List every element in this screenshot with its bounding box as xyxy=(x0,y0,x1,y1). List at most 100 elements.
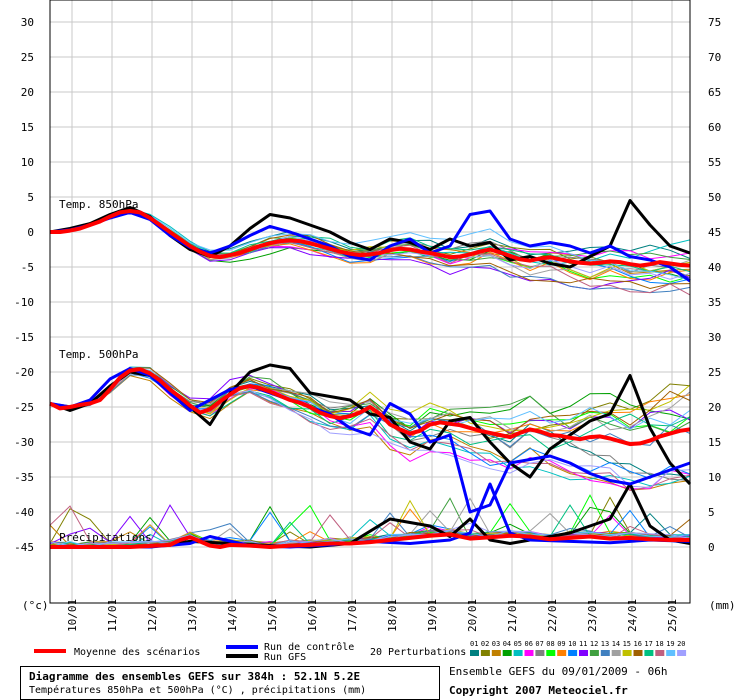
x-tick-label: 20/01 xyxy=(466,599,479,632)
x-tick-label: 15/01 xyxy=(266,599,279,632)
main-series-lines xyxy=(49,199,692,549)
perturbation-id: 02 xyxy=(481,640,489,648)
perturbation-id: 19 xyxy=(666,640,674,648)
right-tick-label: 70 xyxy=(708,51,721,64)
perturbation-line xyxy=(49,209,691,281)
perturbation-id: 09 xyxy=(557,640,565,648)
right-tick-label: 15 xyxy=(708,436,721,449)
perturbation-swatch xyxy=(535,650,545,656)
perturbation-id: 10 xyxy=(568,640,576,648)
x-tick-label: 24/01 xyxy=(626,599,639,632)
x-tick-label: 14/01 xyxy=(226,599,239,632)
x-tick-label: 21/01 xyxy=(506,599,519,632)
legend-gfs-label: Run GFS xyxy=(264,652,306,663)
perturbation-id: 01 xyxy=(470,640,478,648)
right-tick-label: 10 xyxy=(708,471,721,484)
left-tick-label: 5 xyxy=(27,191,34,204)
perturbation-swatch xyxy=(600,650,610,656)
left-tick-label: 25 xyxy=(21,51,34,64)
run-info: Ensemble GEFS du 09/01/2009 - 06h xyxy=(449,665,668,678)
right-tick-label: 0 xyxy=(708,541,715,554)
left-tick-label: 15 xyxy=(21,121,34,134)
copyright: Copyright 2007 Meteociel.fr xyxy=(449,684,628,697)
perturbation-id: 13 xyxy=(601,640,609,648)
perturbation-id: 05 xyxy=(514,640,522,648)
perturbation-swatch xyxy=(622,650,632,656)
perturbation-swatch xyxy=(470,650,479,656)
legend-perturbations-label: 20 Perturbations xyxy=(370,647,466,658)
x-tick-label: 18/01 xyxy=(386,599,399,632)
perturbation-swatch xyxy=(557,650,567,656)
series-line xyxy=(49,367,691,447)
perturbation-swatch xyxy=(546,650,556,656)
perturbation-id: 12 xyxy=(590,640,598,648)
left-tick-label: -30 xyxy=(14,436,34,449)
left-axis-unit: (°c) xyxy=(22,599,49,612)
label-t850: Temp. 850hPa xyxy=(59,198,138,211)
perturbation-swatch xyxy=(491,650,501,656)
perturbation-id: 18 xyxy=(655,640,663,648)
right-tick-label: 5 xyxy=(708,506,715,519)
perturbation-line xyxy=(49,375,691,491)
right-tick-label: 45 xyxy=(708,226,721,239)
perturbation-swatch xyxy=(502,650,512,656)
x-tick-label: 25/01 xyxy=(666,599,679,632)
perturbation-id: 03 xyxy=(492,640,500,648)
plot-frame xyxy=(49,0,691,604)
perturbation-swatch xyxy=(480,650,490,656)
legend-mean-label: Moyenne des scénarios xyxy=(74,646,200,658)
left-tick-label: -10 xyxy=(14,296,34,309)
left-axis-ticks: 30 25 20 15 10 5 0 -5 -10 -15 -20 -25 -30 -35 -40 -45 xyxy=(14,16,34,554)
perturbation-swatch xyxy=(568,650,578,656)
x-tick-label: 23/01 xyxy=(586,599,599,632)
label-precip: Précipitations xyxy=(59,531,152,544)
right-tick-label: 35 xyxy=(708,296,721,309)
x-tick-label: 12/01 xyxy=(146,599,159,632)
series-line xyxy=(50,209,691,268)
grid xyxy=(50,0,690,603)
x-tick-label: 16/01 xyxy=(306,599,319,632)
perturbation-id: 20 xyxy=(677,640,685,648)
footer-box: Diagramme des ensembles GEFS sur 384h : … xyxy=(20,666,440,700)
footer-subtitle: Températures 850hPa et 500hPa (°C) , pré… xyxy=(29,685,367,696)
x-tick-label: 17/01 xyxy=(346,599,359,632)
perturbation-id: 17 xyxy=(644,640,652,648)
perturbation-swatch xyxy=(633,650,643,656)
left-tick-label: -35 xyxy=(14,471,34,484)
left-tick-label: -5 xyxy=(21,261,34,274)
perturbation-id: 06 xyxy=(525,640,533,648)
perturbation-id: 15 xyxy=(623,640,631,648)
legend-control-label: Run de contrôle xyxy=(264,641,354,653)
right-tick-label: 50 xyxy=(708,191,721,204)
x-axis-ticks: 10/01 11/01 12/01 13/01 14/01 15/01 16/01 17/01… xyxy=(66,599,679,632)
perturbation-swatch xyxy=(579,650,588,656)
series-line xyxy=(49,367,691,514)
legend: Moyenne des scénarios Run de contrôle Ru… xyxy=(34,640,687,663)
right-axis-unit: (mm) xyxy=(709,599,736,612)
x-tick-label: 19/01 xyxy=(426,599,439,632)
right-tick-label: 60 xyxy=(708,121,721,134)
perturbation-id: 08 xyxy=(546,640,554,648)
left-tick-label: -40 xyxy=(14,506,34,519)
left-tick-label: 20 xyxy=(21,86,34,99)
left-tick-label: 10 xyxy=(21,156,34,169)
perturbation-id: 11 xyxy=(579,640,587,648)
perturbation-swatch xyxy=(677,650,687,656)
perturbation-swatch xyxy=(655,650,665,656)
right-tick-label: 25 xyxy=(708,366,721,379)
label-t500: Temp. 500hPa xyxy=(59,348,138,361)
right-tick-label: 20 xyxy=(708,401,721,414)
right-tick-label: 40 xyxy=(708,261,721,274)
perturbation-swatch xyxy=(666,650,676,656)
x-tick-label: 13/01 xyxy=(186,599,199,632)
perturbation-swatch xyxy=(644,650,654,656)
x-tick-label: 10/01 xyxy=(66,599,79,632)
perturbation-swatch xyxy=(611,650,621,656)
left-tick-label: 0 xyxy=(27,226,34,239)
perturbation-id: 16 xyxy=(634,640,642,648)
perturbation-id: 14 xyxy=(612,640,620,648)
perturbation-line xyxy=(49,366,691,435)
footer-title: Diagramme des ensembles GEFS sur 384h : … xyxy=(29,670,361,683)
